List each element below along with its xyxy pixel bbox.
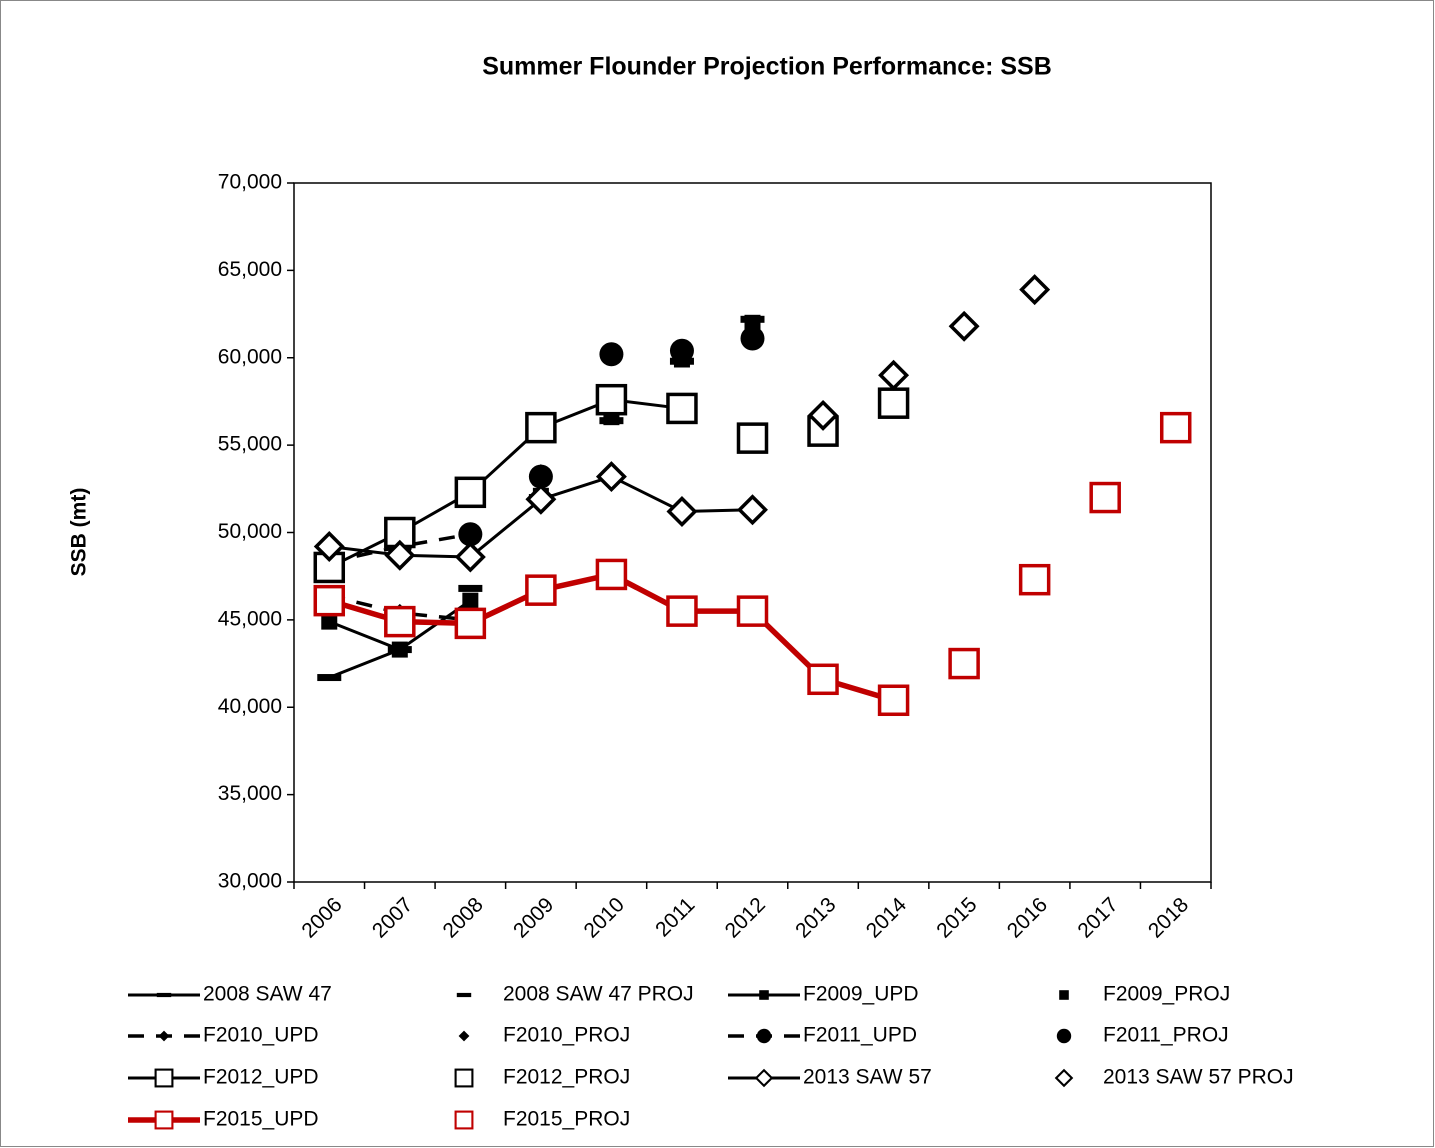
legend-label: F2010_PROJ <box>503 1024 630 1047</box>
y-tick-label: 65,000 <box>218 258 282 281</box>
y-tick-label: 35,000 <box>218 782 282 805</box>
marker <box>737 494 768 526</box>
marker <box>1018 563 1051 596</box>
legend-label: F2009_UPD <box>803 983 919 1006</box>
legend-label: F2011_UPD <box>803 1024 917 1047</box>
legend-label: F2009_PROJ <box>1103 983 1230 1006</box>
marker <box>744 314 761 331</box>
marker <box>458 1030 470 1042</box>
chart-title: Summer Flounder Projection Performance: … <box>482 53 1052 81</box>
legend-label: F2015_PROJ <box>503 1108 630 1131</box>
y-tick-label: 30,000 <box>218 870 282 893</box>
marker <box>666 496 698 528</box>
y-tick-label: 70,000 <box>218 171 282 194</box>
legend-label: 2008 SAW 47 PROJ <box>503 983 694 1006</box>
marker <box>391 641 408 658</box>
y-tick-label: 55,000 <box>218 433 282 456</box>
marker <box>759 990 769 1000</box>
marker <box>321 613 338 630</box>
y-tick-label: 45,000 <box>218 607 282 630</box>
marker <box>454 607 487 640</box>
legend-label: F2010_UPD <box>203 1024 319 1047</box>
marker <box>525 411 557 444</box>
marker <box>454 476 487 509</box>
y-tick-label: 50,000 <box>218 520 282 543</box>
marker <box>877 387 910 419</box>
marker <box>454 1110 474 1130</box>
marker <box>666 595 698 627</box>
marker <box>317 674 342 682</box>
marker <box>807 663 839 696</box>
marker <box>736 595 769 627</box>
marker <box>154 1068 174 1088</box>
marker <box>154 1110 174 1130</box>
marker <box>1059 990 1069 1000</box>
series-line <box>328 648 401 679</box>
marker <box>313 584 346 617</box>
legend-label: F2015_UPD <box>203 1108 319 1131</box>
legend-label: F2012_UPD <box>203 1066 319 1089</box>
series-line <box>328 593 471 622</box>
marker <box>313 531 345 562</box>
marker <box>740 326 765 351</box>
marker <box>384 539 416 571</box>
marker <box>807 399 839 431</box>
marker <box>454 1068 474 1088</box>
marker <box>1054 1068 1074 1088</box>
legend-label: F2011_PROJ <box>1103 1024 1229 1047</box>
series-line <box>328 532 471 564</box>
marker <box>313 551 346 584</box>
marker <box>599 342 624 367</box>
marker <box>877 684 910 717</box>
marker <box>736 422 769 454</box>
marker <box>1089 481 1121 514</box>
marker <box>948 647 980 680</box>
marker <box>666 392 698 425</box>
y-tick-label: 60,000 <box>218 345 282 368</box>
marker <box>156 992 172 998</box>
marker <box>458 522 483 547</box>
marker <box>158 1030 170 1042</box>
marker <box>454 541 486 573</box>
marker <box>456 992 472 998</box>
legend-label: F2012_PROJ <box>503 1066 630 1089</box>
marker <box>528 464 553 489</box>
legend-label: 2013 SAW 57 <box>803 1066 932 1089</box>
marker <box>1019 274 1051 306</box>
marker <box>1056 1028 1072 1044</box>
marker <box>525 483 557 515</box>
marker <box>384 516 416 549</box>
marker <box>756 1028 772 1044</box>
marker <box>754 1068 774 1088</box>
legend-label: 2008 SAW 47 <box>203 983 332 1006</box>
marker <box>669 338 694 363</box>
legend: 2008 SAW 47 2008 SAW 47 PROJ F2009_UPD F200… <box>128 983 1294 1131</box>
marker <box>595 461 627 493</box>
marker <box>878 359 910 391</box>
marker <box>595 558 628 591</box>
marker <box>948 310 980 342</box>
y-axis-title: SSB (mt) <box>68 488 91 577</box>
marker <box>595 383 628 416</box>
legend-label: 2013 SAW 57 PROJ <box>1103 1066 1294 1089</box>
marker <box>1159 411 1192 444</box>
marker <box>384 605 416 638</box>
marker <box>462 592 479 609</box>
marker <box>458 584 483 592</box>
marker <box>525 574 557 606</box>
y-tick-label: 40,000 <box>218 695 282 718</box>
